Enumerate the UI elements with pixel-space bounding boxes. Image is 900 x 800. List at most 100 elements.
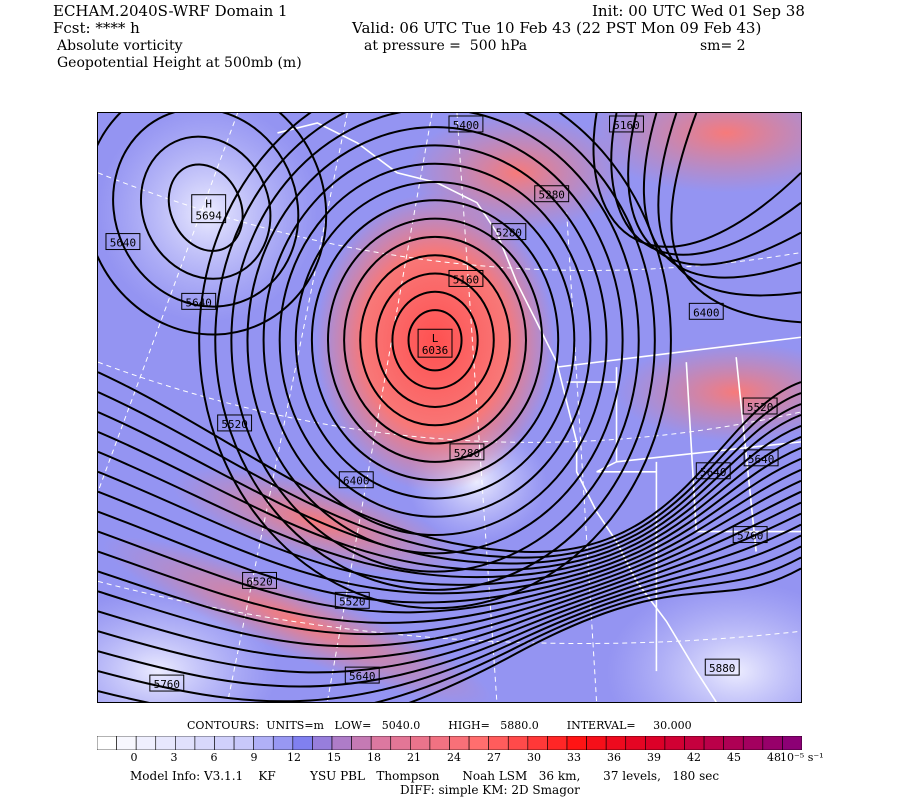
- contour-line: [98, 490, 801, 636]
- field-height: Geopotential Height at 500mb (m): [57, 55, 302, 71]
- contour-label: 5280: [491, 223, 527, 241]
- contour-line: [391, 290, 479, 390]
- contour-label: 5760: [149, 674, 185, 692]
- init-time: Init: 00 UTC Wed 01 Sep 38: [592, 2, 805, 20]
- colorbar-swatch: [292, 736, 313, 750]
- colorbar-tick: 45: [727, 751, 741, 764]
- contour-line: [98, 501, 801, 648]
- contour-label-text: 5640: [700, 466, 726, 479]
- colorbar-tick: 9: [250, 751, 258, 764]
- contour-label-text: 6400: [343, 475, 369, 488]
- contour-label: 5640: [344, 666, 380, 684]
- colorbar-swatch: [742, 736, 764, 750]
- colorbar-swatch: [410, 736, 431, 750]
- contour-line: [310, 199, 560, 482]
- contour-label-text: 5694: [195, 210, 222, 223]
- colorbar-tick: 0: [130, 751, 138, 764]
- colorbar-tick: 24: [447, 751, 461, 764]
- colorbar-swatch: [194, 736, 215, 750]
- contour-label: 5640: [181, 292, 217, 310]
- contour-line: [112, 113, 300, 308]
- colorbar-swatch: [312, 736, 333, 750]
- contour-label: 5160: [448, 269, 484, 287]
- contour-label: 5520: [742, 397, 778, 415]
- colorbar-swatch: [272, 736, 294, 750]
- diff-info: DIFF: simple KM: 2D Smagor: [400, 783, 580, 797]
- colorbar-tick: 36: [607, 751, 621, 764]
- contour-line: [98, 479, 801, 624]
- colorbar-tick: 12: [287, 751, 301, 764]
- contour-line: [657, 113, 801, 297]
- contour-label-text: 5400: [453, 119, 479, 132]
- contour-label: 6400: [338, 471, 374, 489]
- colorbar-tick: 30: [527, 751, 541, 764]
- contour-label-text: 5760: [154, 678, 180, 691]
- colorbar-tick: 39: [647, 751, 661, 764]
- contour-label-text: L: [432, 332, 439, 345]
- contour-line: [407, 309, 463, 372]
- colorbar-swatch: [175, 736, 196, 750]
- contour-label-text: 5520: [339, 595, 365, 608]
- contour-label-text: 5640: [110, 237, 136, 250]
- colorbar-swatch: [566, 736, 587, 750]
- colorbar-tick: 6: [210, 751, 218, 764]
- colorbar-swatch: [233, 736, 254, 750]
- colorbar-swatch: [625, 736, 646, 750]
- colorbar-unit: 10⁻⁵ s⁻¹: [780, 751, 824, 764]
- contour-line: [642, 113, 801, 279]
- contour-label-text: 5280: [454, 447, 480, 460]
- model-title: ECHAM.2040S-WRF Domain 1: [53, 2, 288, 20]
- contour-line: [262, 144, 608, 537]
- contour-line: [408, 567, 801, 702]
- contour-line: [98, 534, 801, 688]
- contour-line: [214, 113, 656, 591]
- contour-line: [230, 113, 640, 573]
- colorbar-swatch: [684, 736, 705, 750]
- model-info: Model Info: V3.1.1 KF YSU PBL Thompson N…: [130, 769, 720, 783]
- colorbar-swatch: [782, 736, 802, 750]
- colorbar-swatch: [723, 736, 744, 750]
- contour-label: 6520: [242, 571, 277, 589]
- contour-label-text: 5280: [539, 189, 565, 202]
- contour-line: [98, 414, 801, 571]
- field-vorticity: Absolute vorticity: [57, 38, 183, 54]
- contour-line: [359, 254, 511, 427]
- colorbar-swatch: [586, 736, 607, 750]
- contour-label: 5760: [732, 526, 768, 544]
- contour-line: [343, 235, 527, 445]
- height-contours: [98, 113, 801, 702]
- contour-label-text: 5160: [453, 273, 479, 286]
- contour-line: [98, 425, 801, 579]
- colorbar-swatch: [331, 736, 352, 750]
- contour-line: [98, 403, 801, 565]
- contour-line: [592, 113, 801, 248]
- colorbar-swatch: [97, 736, 117, 750]
- contour-line: [98, 523, 801, 674]
- contour-label: 6400: [688, 302, 724, 320]
- contour-line: [98, 468, 801, 614]
- colorbar-swatch: [507, 736, 529, 750]
- contours-info: CONTOURS: UNITS=m LOW= 5040.0 HIGH= 5880…: [187, 719, 692, 732]
- colorbar-swatch: [664, 736, 685, 750]
- contour-label-text: 5520: [221, 418, 247, 431]
- contour-label: 5640: [105, 233, 141, 251]
- colorbar-swatch: [449, 736, 470, 750]
- contour-line: [98, 391, 801, 559]
- contour-label: 5520: [334, 591, 370, 609]
- colorbar-swatch: [253, 736, 274, 750]
- contour-label: 5280: [534, 185, 570, 203]
- colorbar-tick: 3: [170, 751, 178, 764]
- colorbar-swatch: [370, 736, 392, 750]
- contour-line: [98, 512, 801, 660]
- contour-line: [278, 162, 592, 518]
- contour-line: [98, 556, 801, 702]
- colorbar-swatch: [155, 736, 176, 750]
- contour-line: [246, 126, 624, 555]
- contour-label: 5640: [695, 462, 731, 480]
- colorbar-tick: 21: [407, 751, 421, 764]
- colorbar-swatch: [645, 736, 666, 750]
- colorbar-swatch: [135, 736, 157, 750]
